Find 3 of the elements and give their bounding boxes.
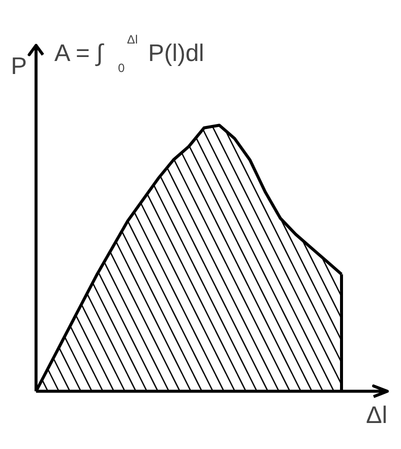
y-axis-title: P [10,53,27,80]
text: A = ∫0Δl P(l)dl [54,32,204,75]
x-axis-title: Δl [366,402,388,429]
